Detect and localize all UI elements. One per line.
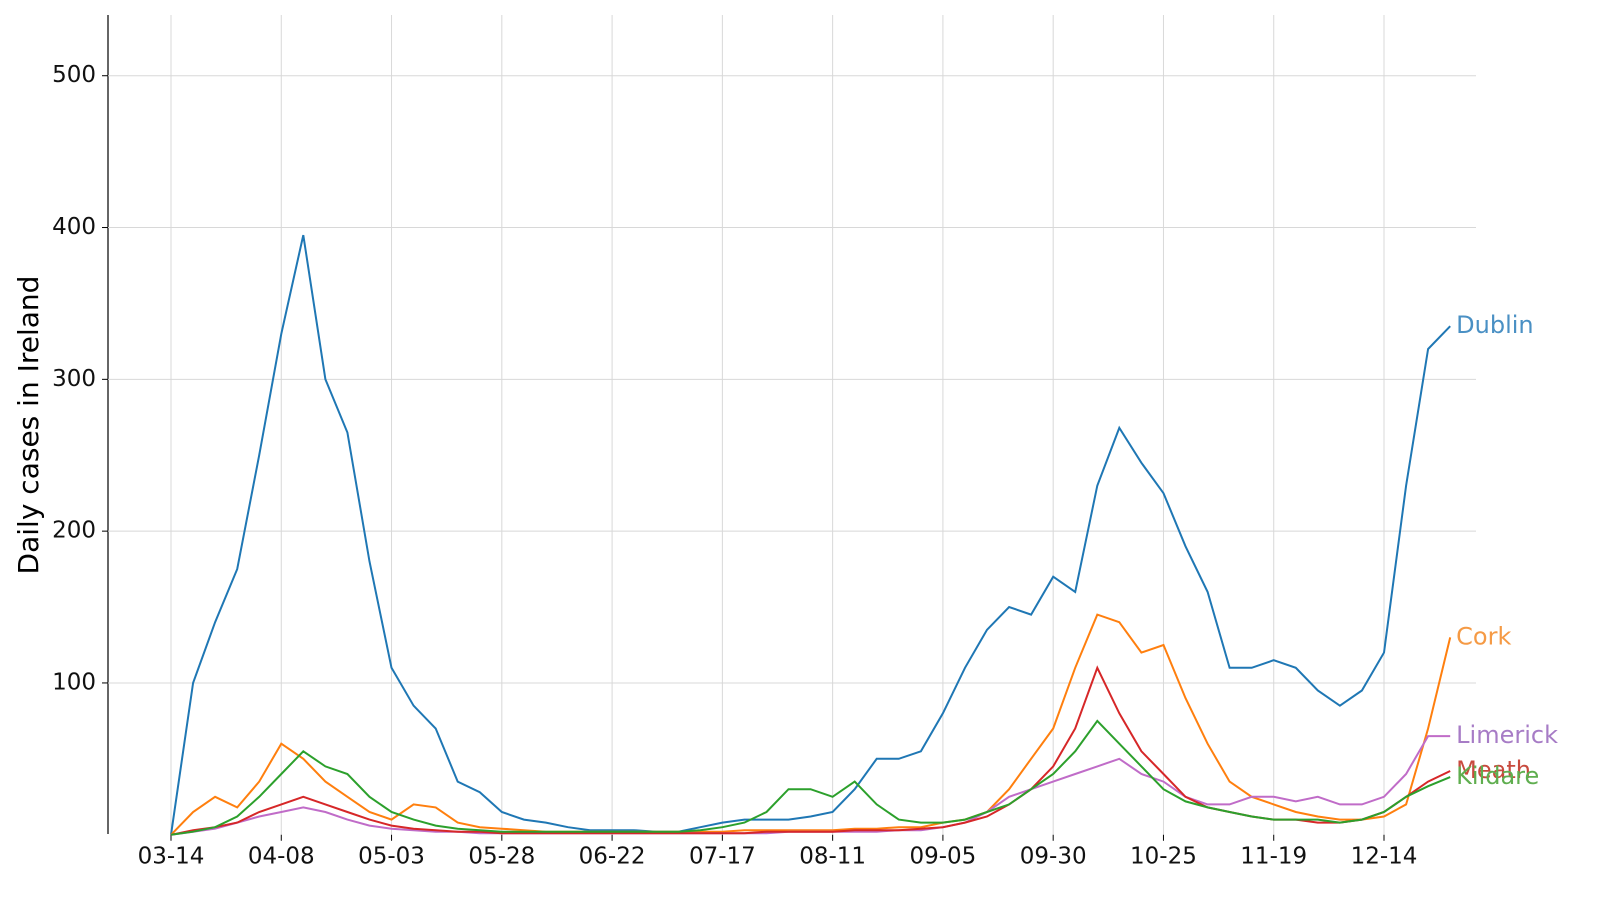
- series-line: [170, 665, 1451, 836]
- x-tick-label: 07-17: [689, 843, 756, 869]
- series-label: Limerick: [1456, 721, 1558, 749]
- series-line: [170, 234, 1451, 835]
- series-label: Meath: [1456, 756, 1531, 784]
- y-tick-label: 400: [52, 214, 96, 240]
- x-tick-label: 09-30: [1020, 843, 1087, 869]
- x-tick-label: 05-03: [358, 843, 425, 869]
- y-tick-label: 200: [52, 518, 96, 544]
- series-label: Cork: [1456, 622, 1511, 650]
- y-tick-label: 500: [52, 62, 96, 88]
- x-tick-label: 12-14: [1351, 843, 1418, 869]
- x-tick-label: 08-11: [799, 843, 866, 869]
- series-label: Dublin: [1456, 311, 1533, 339]
- series-line: [170, 719, 1451, 836]
- series-label: Kildare: [1456, 762, 1539, 790]
- x-tick-label: 03-14: [138, 843, 205, 869]
- series-line: [170, 613, 1452, 836]
- y-axis-label: Daily cases in Ireland: [12, 276, 45, 575]
- x-tick-label: 06-22: [579, 843, 646, 869]
- x-tick-label: 04-08: [248, 843, 315, 869]
- series-line: [170, 735, 1451, 836]
- x-tick-label: 09-05: [909, 843, 976, 869]
- x-tick-label: 05-28: [468, 843, 535, 869]
- y-tick-label: 300: [52, 366, 96, 392]
- x-tick-label: 10-25: [1130, 843, 1197, 869]
- y-tick-label: 100: [52, 669, 96, 695]
- x-tick-label: 11-19: [1240, 843, 1307, 869]
